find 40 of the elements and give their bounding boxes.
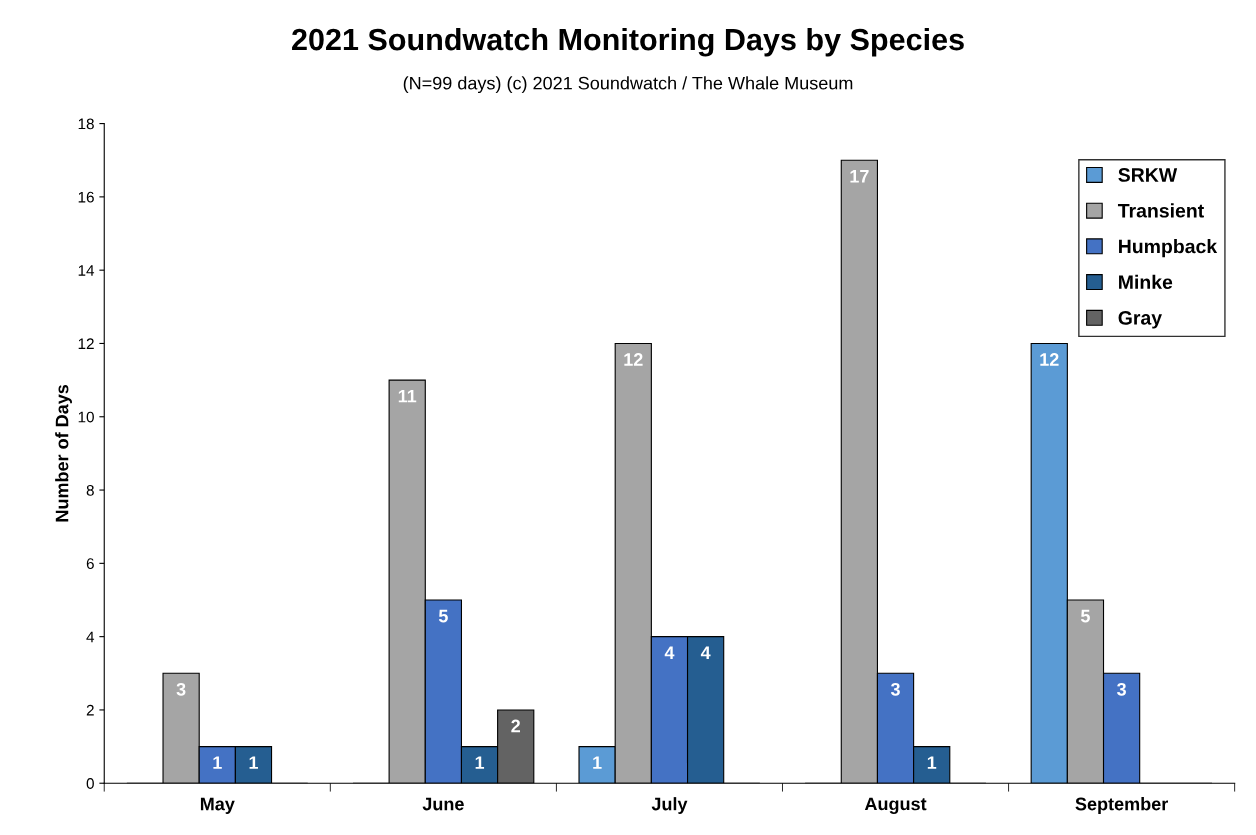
data-label: 3 (1117, 682, 1126, 696)
legend-label: Minke (1119, 274, 1173, 290)
chart-title: 2021 Soundwatch Monitoring Days by Species (292, 27, 964, 57)
data-label: 4 (664, 646, 675, 659)
chart-subtitle: (N=99 days) (c) 2021 Soundwatch / The Whale Museum (403, 76, 853, 94)
x-tick-label: July (651, 797, 688, 814)
legend-label: SRKW (1118, 168, 1178, 182)
legend-label: Gray (1118, 311, 1162, 329)
data-label: 11 (398, 389, 417, 403)
y-tick-label: 4 (86, 631, 95, 643)
data-label: 12 (1040, 353, 1059, 366)
y-tick-label: 14 (78, 265, 95, 276)
y-tick-label: 18 (78, 118, 94, 130)
data-label: 1 (475, 756, 485, 769)
x-tick-label: June (422, 797, 464, 811)
y-tick-label: 6 (86, 558, 94, 570)
data-label: 1 (249, 756, 258, 769)
data-label: 1 (593, 756, 602, 769)
x-tick-label: September (1075, 797, 1168, 814)
data-label: 17 (850, 170, 869, 183)
data-label: 5 (1080, 609, 1090, 623)
data-label: 3 (176, 682, 186, 696)
y-tick-label: 12 (78, 338, 94, 349)
data-label: 1 (213, 756, 222, 769)
legend-label: Humpback (1119, 239, 1218, 258)
y-tick-label: 10 (78, 411, 94, 423)
y-axis-title: Number of Days (55, 384, 72, 522)
y-tick-label: 8 (86, 484, 94, 496)
y-tick-label: 0 (86, 778, 94, 789)
data-label: 3 (890, 682, 900, 696)
data-label: 4 (700, 646, 711, 659)
data-label: 5 (438, 609, 448, 623)
data-label: 12 (624, 353, 643, 366)
y-tick-label: 16 (78, 191, 94, 203)
data-label: 1 (927, 756, 937, 769)
x-tick-label: August (864, 797, 927, 814)
x-tick-label: May (200, 797, 235, 814)
legend-label: Transient (1117, 203, 1204, 218)
y-tick-label: 2 (86, 704, 94, 716)
data-label: 2 (511, 719, 521, 733)
